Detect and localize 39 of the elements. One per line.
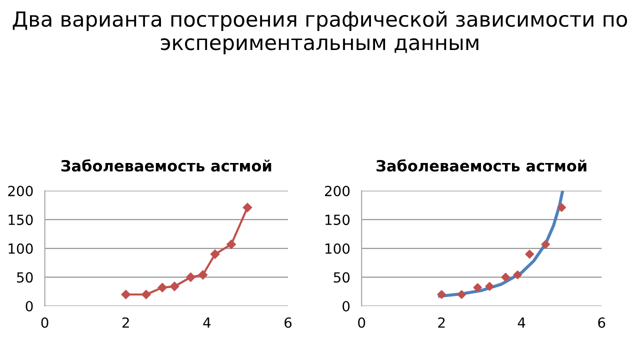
point: [557, 203, 566, 212]
point: [210, 250, 220, 259]
point: [513, 270, 522, 280]
point: [158, 282, 167, 292]
x-tick-label: 6: [284, 317, 292, 328]
point: [142, 290, 151, 300]
y-tick-label: 0: [342, 300, 350, 312]
point: [242, 202, 252, 212]
point: [525, 250, 534, 259]
x-tick-label: 0: [41, 317, 48, 328]
y-tick-label: 50: [334, 272, 350, 283]
y-tick-label: 50: [17, 272, 33, 283]
y-tick-label: 100: [8, 243, 33, 254]
point: [186, 272, 196, 282]
point: [501, 272, 510, 282]
text: Два варианта построения графической зависимости по экспериментальным данным: [12, 10, 628, 54]
x-tick-label: 4: [203, 318, 211, 328]
point: [170, 282, 180, 292]
point: [226, 240, 236, 249]
point: [485, 282, 494, 291]
point: [473, 283, 482, 292]
x-tick-label: 6: [598, 317, 606, 328]
y-tick-label: 0: [26, 300, 33, 312]
point: [198, 270, 208, 280]
x-tick-label: 2: [122, 317, 129, 328]
point: [541, 240, 550, 249]
chart-title: Заболеваемость астмой: [61, 159, 272, 172]
point: [457, 290, 466, 299]
y-tick-label: 200: [8, 186, 33, 196]
x-tick-label: 2: [438, 317, 445, 328]
point: [121, 290, 130, 300]
y-tick-label: 150: [326, 214, 350, 226]
chart-title: Заболеваемость астмой: [376, 159, 586, 172]
point: [437, 290, 446, 299]
y-tick-label: 200: [324, 186, 350, 196]
x-tick-label: 4: [518, 318, 526, 328]
y-tick-label: 100: [326, 243, 350, 254]
y-tick-label: 150: [8, 214, 33, 226]
x-tick-label: 0: [358, 317, 366, 328]
